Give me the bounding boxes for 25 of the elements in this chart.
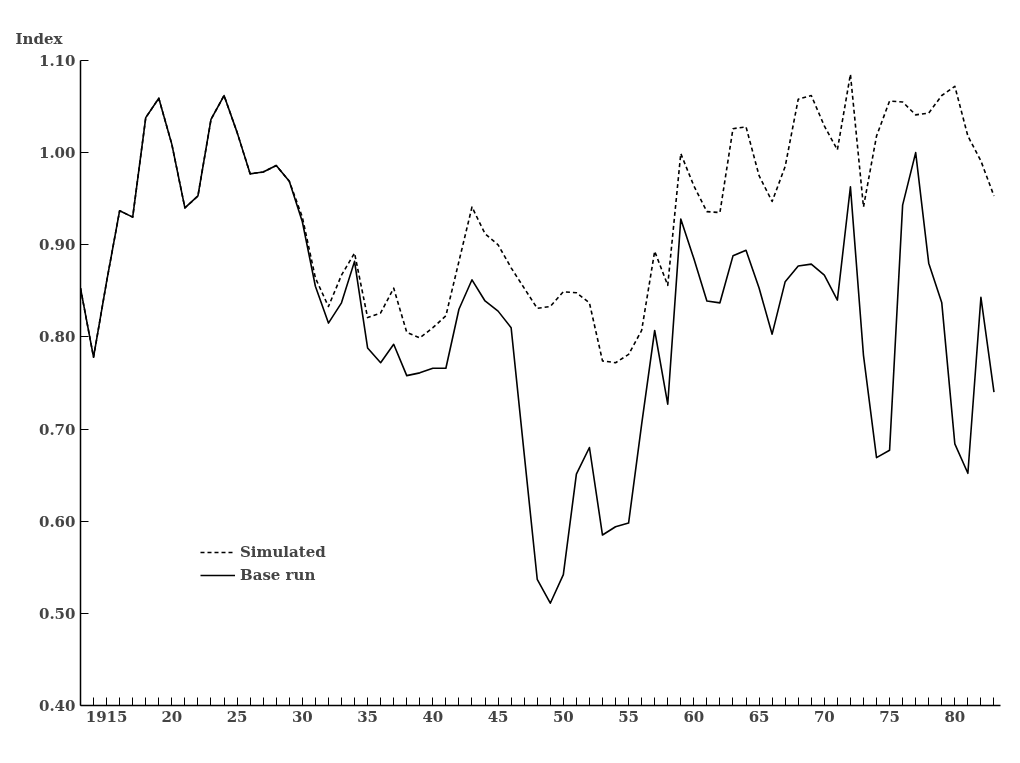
y-tick-label: 0.40 bbox=[38, 697, 76, 715]
y-tick-label: 1.00 bbox=[38, 144, 76, 163]
y-tick-label: 0.90 bbox=[38, 236, 76, 255]
x-tick-label: 20 bbox=[161, 707, 183, 726]
x-tick-label: 70 bbox=[813, 707, 835, 726]
legend-label: Base run bbox=[240, 566, 316, 584]
y-tick-label: 0.50 bbox=[38, 604, 76, 623]
x-tick-label: 35 bbox=[357, 707, 379, 726]
x-tick-label: 60 bbox=[683, 707, 705, 726]
x-tick-label: 40 bbox=[422, 707, 444, 726]
x-tick-label: 1915 bbox=[85, 707, 128, 726]
legend-label: Simulated bbox=[240, 543, 326, 561]
x-tick-label: 55 bbox=[618, 707, 640, 726]
x-tick-label: 30 bbox=[291, 707, 313, 726]
x-tick-label: 75 bbox=[879, 707, 901, 726]
x-tick-label: 65 bbox=[748, 707, 770, 726]
y-tick-label: 0.80 bbox=[38, 328, 76, 347]
y-tick-label: 1.10 bbox=[38, 52, 76, 70]
x-tick-label: 50 bbox=[552, 707, 574, 726]
x-tick-label: 80 bbox=[944, 707, 966, 726]
y-tick-label: 0.60 bbox=[38, 512, 76, 531]
y-tick-label: 0.70 bbox=[38, 420, 76, 439]
x-tick-label: 25 bbox=[226, 707, 248, 726]
x-tick-label: 45 bbox=[487, 707, 509, 726]
y-axis-title: Index bbox=[15, 30, 64, 48]
